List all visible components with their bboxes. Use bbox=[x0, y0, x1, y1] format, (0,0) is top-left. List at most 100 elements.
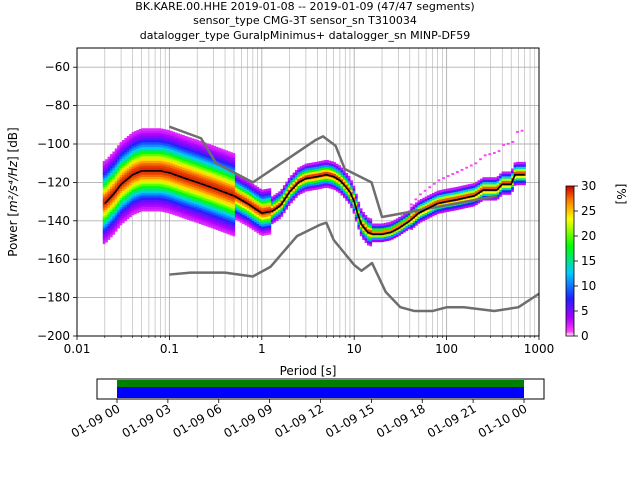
heatmap-cell bbox=[215, 149, 219, 152]
heatmap-cell bbox=[172, 191, 176, 195]
heatmap-cell bbox=[460, 188, 464, 191]
heatmap-cell bbox=[427, 202, 430, 205]
heatmap-cell bbox=[201, 201, 204, 205]
heatmap-cell bbox=[133, 209, 137, 212]
heatmap-cell bbox=[282, 205, 286, 209]
heatmap-cell bbox=[194, 192, 197, 195]
heatmap-cell bbox=[323, 164, 327, 168]
heatmap-cell bbox=[186, 148, 190, 151]
heatmap-cell bbox=[194, 187, 197, 191]
heatmap-cell bbox=[292, 195, 296, 199]
heatmap-cell bbox=[155, 132, 159, 136]
heatmap-cell bbox=[393, 235, 397, 239]
heatmap-cell bbox=[206, 203, 209, 206]
heatmap-cell bbox=[167, 203, 171, 207]
heatmap-cell bbox=[222, 193, 226, 196]
heatmap-cell bbox=[189, 158, 192, 161]
heatmap-cell bbox=[194, 185, 197, 188]
heatmap-cell bbox=[367, 233, 370, 237]
heatmap-cell bbox=[141, 158, 144, 161]
heatmap-cell bbox=[194, 215, 197, 218]
heatmap-cell bbox=[167, 194, 171, 198]
heatmap-cell bbox=[109, 220, 113, 224]
heatmap-cell bbox=[256, 223, 260, 227]
heatmap-cell bbox=[222, 179, 226, 183]
title-line-3: datalogger_type GuralpMinimus+ datalogge… bbox=[140, 29, 471, 42]
heatmap-cell bbox=[460, 204, 464, 207]
heatmap-cell bbox=[186, 168, 190, 172]
heatmap-cell bbox=[129, 177, 132, 181]
heatmap-cell bbox=[198, 219, 202, 222]
heatmap-cell bbox=[165, 200, 168, 204]
heatmap-cell bbox=[170, 199, 173, 203]
heatmap-cell bbox=[491, 181, 495, 185]
heatmap-cell bbox=[136, 208, 140, 211]
heatmap-cell bbox=[415, 216, 418, 219]
heatmap-cell bbox=[410, 220, 413, 223]
heatmap-cell bbox=[198, 198, 202, 201]
heatmap-cell bbox=[215, 158, 219, 161]
heatmap-cell bbox=[107, 177, 111, 180]
heatmap-cell bbox=[198, 173, 202, 176]
heatmap-cell bbox=[328, 179, 332, 182]
heatmap-cell bbox=[261, 189, 265, 193]
heatmap-cell bbox=[155, 188, 159, 191]
heatmap-cell bbox=[141, 135, 144, 138]
heatmap-cell bbox=[383, 238, 387, 242]
heatmap-cell bbox=[376, 225, 380, 229]
heatmap-cell bbox=[153, 155, 156, 159]
heatmap-cell bbox=[153, 174, 156, 177]
heatmap-cell bbox=[146, 155, 149, 159]
heatmap-cell bbox=[436, 211, 440, 214]
heatmap-cell bbox=[174, 190, 178, 193]
heatmap-cell bbox=[371, 225, 375, 229]
heatmap-cell bbox=[105, 161, 108, 165]
heatmap-cell bbox=[244, 192, 248, 196]
heatmap-cell bbox=[463, 187, 466, 191]
heatmap-cell bbox=[126, 170, 130, 174]
heatmap-cell bbox=[254, 199, 257, 202]
heatmap-cell bbox=[451, 192, 454, 195]
heatmap-cell bbox=[220, 173, 224, 177]
heatmap-cell bbox=[355, 193, 358, 197]
heatmap-cell bbox=[220, 194, 224, 198]
heatmap-cell bbox=[117, 223, 120, 227]
heatmap-cell bbox=[249, 200, 252, 204]
heatmap-cell bbox=[102, 183, 106, 187]
heatmap-cell bbox=[227, 204, 231, 207]
heatmap-cell bbox=[167, 176, 171, 179]
heatmap-cell bbox=[232, 187, 236, 191]
heatmap-cell bbox=[227, 213, 231, 217]
heatmap-cell bbox=[326, 180, 329, 184]
heatmap-cell bbox=[230, 177, 233, 181]
heatmap-cell bbox=[225, 198, 228, 202]
heatmap-cell bbox=[112, 216, 116, 219]
heatmap-cell bbox=[203, 197, 207, 201]
heatmap-cell bbox=[133, 165, 137, 169]
heatmap-cell bbox=[282, 192, 286, 195]
heatmap-cell bbox=[208, 183, 212, 186]
heatmap-cell bbox=[102, 193, 106, 196]
heatmap-cell bbox=[203, 174, 207, 178]
heatmap-cell bbox=[201, 171, 204, 175]
heatmap-cell bbox=[129, 200, 132, 204]
heatmap-cell bbox=[475, 186, 478, 189]
heatmap-cell bbox=[117, 216, 120, 220]
heatmap-cell bbox=[186, 157, 190, 161]
heatmap-cell bbox=[242, 207, 245, 211]
heatmap-cell bbox=[201, 199, 204, 202]
heatmap-cell bbox=[165, 205, 168, 209]
heatmap-cell bbox=[165, 145, 168, 149]
heatmap-cell bbox=[109, 184, 113, 187]
heatmap-cell bbox=[141, 206, 144, 210]
heatmap-cell bbox=[299, 168, 303, 172]
heatmap-cell bbox=[239, 183, 243, 186]
heatmap-cell bbox=[467, 193, 471, 196]
heatmap-cell-outlier bbox=[469, 164, 473, 167]
heatmap-cell bbox=[102, 220, 106, 224]
heatmap-cell bbox=[407, 212, 411, 216]
heatmap-cell bbox=[234, 185, 238, 188]
heatmap-cell bbox=[170, 195, 173, 198]
heatmap-cell bbox=[196, 206, 200, 210]
heatmap-cell bbox=[340, 167, 344, 171]
